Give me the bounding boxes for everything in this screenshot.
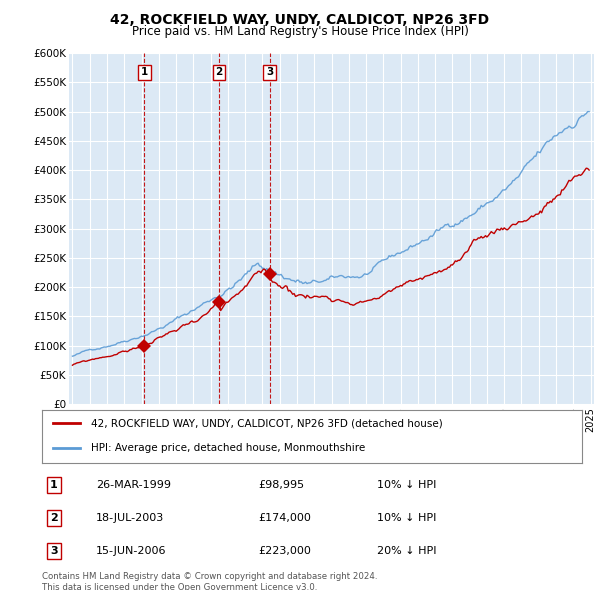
- Text: 42, ROCKFIELD WAY, UNDY, CALDICOT, NP26 3FD: 42, ROCKFIELD WAY, UNDY, CALDICOT, NP26 …: [110, 13, 490, 27]
- Text: 2: 2: [50, 513, 58, 523]
- Text: 1: 1: [141, 67, 148, 77]
- Text: £223,000: £223,000: [258, 546, 311, 556]
- Text: 1: 1: [50, 480, 58, 490]
- Text: 18-JUL-2003: 18-JUL-2003: [96, 513, 164, 523]
- Text: 3: 3: [266, 67, 273, 77]
- Text: 3: 3: [50, 546, 58, 556]
- Text: 42, ROCKFIELD WAY, UNDY, CALDICOT, NP26 3FD (detached house): 42, ROCKFIELD WAY, UNDY, CALDICOT, NP26 …: [91, 418, 442, 428]
- Text: 26-MAR-1999: 26-MAR-1999: [96, 480, 171, 490]
- Text: HPI: Average price, detached house, Monmouthshire: HPI: Average price, detached house, Monm…: [91, 443, 365, 453]
- Text: Price paid vs. HM Land Registry's House Price Index (HPI): Price paid vs. HM Land Registry's House …: [131, 25, 469, 38]
- Text: 10% ↓ HPI: 10% ↓ HPI: [377, 513, 436, 523]
- Text: Contains HM Land Registry data © Crown copyright and database right 2024.
This d: Contains HM Land Registry data © Crown c…: [42, 572, 377, 590]
- Text: 15-JUN-2006: 15-JUN-2006: [96, 546, 167, 556]
- Text: 2: 2: [215, 67, 223, 77]
- Text: 20% ↓ HPI: 20% ↓ HPI: [377, 546, 436, 556]
- Text: £98,995: £98,995: [258, 480, 304, 490]
- Text: £174,000: £174,000: [258, 513, 311, 523]
- Text: 10% ↓ HPI: 10% ↓ HPI: [377, 480, 436, 490]
